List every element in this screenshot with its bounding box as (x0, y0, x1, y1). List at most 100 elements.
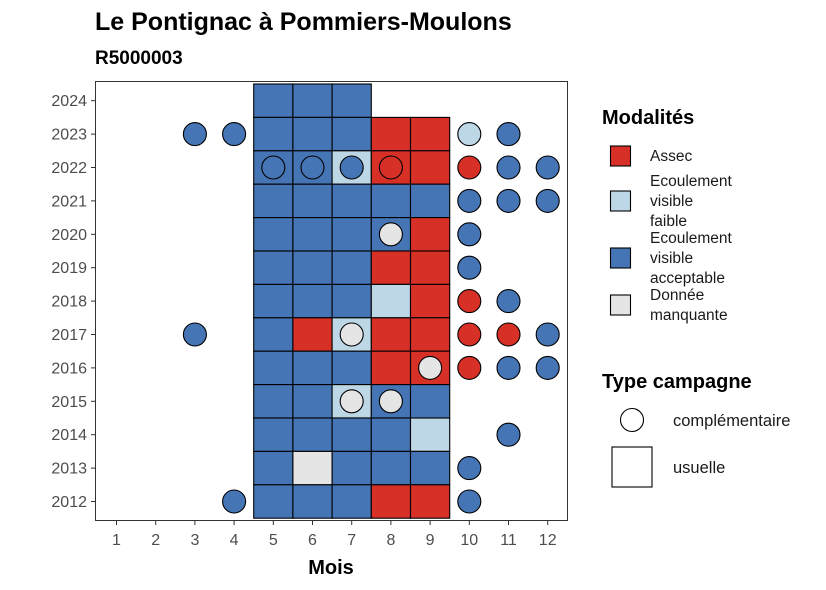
y-tick-label: 2015 (51, 394, 87, 411)
tile-usuelle (409, 417, 451, 452)
point-complementaire (378, 389, 403, 414)
tile-usuelle (253, 116, 294, 152)
point-complementaire (535, 355, 560, 380)
tile-usuelle (370, 116, 412, 152)
tile-usuelle (331, 83, 372, 118)
x-tick-label: 6 (308, 532, 317, 549)
point-complementaire (222, 489, 247, 514)
point-complementaire (496, 155, 521, 180)
tile-usuelle (331, 116, 372, 152)
x-axis-title: Mois (308, 557, 354, 579)
tile-usuelle (370, 317, 412, 352)
point-complementaire (496, 122, 521, 147)
tile-usuelle (409, 250, 451, 285)
tile-usuelle (370, 183, 412, 219)
point-complementaire (457, 289, 482, 314)
tile-usuelle (253, 83, 294, 118)
legend-key-faible (609, 190, 632, 212)
legend-label-manquante: Donnée manquante (650, 287, 728, 324)
tile-usuelle (370, 484, 412, 519)
y-tick-label: 2014 (51, 427, 87, 444)
tile-usuelle (292, 317, 333, 352)
point-complementaire (457, 122, 482, 147)
x-tick-label: 1 (112, 532, 121, 549)
point-complementaire (300, 155, 325, 180)
y-tick-label: 2018 (51, 294, 87, 311)
legend-label-acceptable: Ecoulement visible acceptable (650, 230, 733, 287)
legend-key-assec (609, 145, 632, 167)
legend-label-usuelle: usuelle (673, 459, 725, 477)
point-complementaire (496, 422, 521, 447)
tile-usuelle (331, 417, 372, 452)
point-complementaire (457, 489, 482, 514)
point-complementaire (182, 122, 207, 147)
points-layer (182, 122, 560, 514)
y-tick-label: 2019 (51, 260, 87, 277)
point-complementaire (457, 355, 482, 380)
tile-usuelle (292, 484, 333, 519)
point-complementaire (339, 155, 364, 180)
tile-usuelle (331, 283, 372, 319)
y-tick-label: 2022 (51, 160, 87, 177)
point-complementaire (496, 188, 521, 213)
point-complementaire (457, 222, 482, 247)
y-tick-label: 2016 (51, 360, 87, 377)
point-complementaire (222, 122, 247, 147)
tile-usuelle (331, 217, 372, 252)
point-complementaire (535, 188, 560, 213)
point-complementaire (535, 322, 560, 347)
x-tick-label: 4 (230, 532, 239, 549)
y-tick-label: 2021 (51, 193, 87, 210)
point-complementaire (339, 389, 364, 414)
tile-usuelle (253, 350, 294, 386)
legend-campagne: Type campagne complémentaire usuelle (602, 371, 790, 488)
legend-modalites: Modalités Assec Ecoulement visible faibleEc… (602, 107, 733, 324)
y-tick-label: 2020 (51, 227, 87, 244)
tile-usuelle (292, 250, 333, 285)
tile-usuelle (253, 484, 294, 519)
legend-key-manquante (609, 294, 632, 316)
point-complementaire (457, 155, 482, 180)
tile-usuelle (331, 350, 372, 386)
x-tick-label: 3 (190, 532, 199, 549)
y-tick-label: 2013 (51, 461, 87, 478)
y-axis: 2012 2013 2014 2015 2016 2017 2018 2019 2020 2021… (51, 93, 96, 511)
tile-usuelle (331, 484, 372, 519)
legend-modalites-title: Modalités (602, 107, 694, 129)
x-tick-label: 12 (539, 532, 557, 549)
tile-usuelle (409, 450, 451, 486)
tile-usuelle (292, 384, 333, 419)
tile-usuelle (370, 283, 412, 319)
tile-usuelle (292, 283, 333, 319)
tile-usuelle (370, 350, 412, 386)
tile-usuelle (331, 183, 372, 219)
point-complementaire (457, 188, 482, 213)
y-tick-label: 2012 (51, 494, 87, 511)
point-complementaire (496, 355, 521, 380)
x-axis: 1 2 3 4 5 6 7 8 9 10 11 12 (112, 520, 557, 549)
tile-usuelle (409, 384, 451, 419)
tile-usuelle (253, 283, 294, 319)
point-complementaire (496, 289, 521, 314)
x-tick-label: 7 (347, 532, 356, 549)
tile-usuelle (292, 417, 333, 452)
legend-label-assec: Assec (650, 148, 692, 165)
legend-label-faible: Ecoulement visible faible (650, 173, 733, 230)
tile-usuelle (292, 116, 333, 152)
x-tick-label: 9 (426, 532, 435, 549)
x-tick-label: 2 (151, 532, 160, 549)
point-complementaire (457, 255, 482, 280)
x-tick-label: 11 (500, 532, 517, 549)
tile-usuelle (409, 116, 451, 152)
tile-usuelle (409, 183, 451, 219)
tile-usuelle (409, 283, 451, 319)
y-tick-label: 2023 (51, 127, 87, 144)
y-tick-label: 2017 (51, 327, 87, 344)
tile-usuelle (253, 217, 294, 252)
tile-usuelle (253, 417, 294, 452)
x-tick-label: 5 (269, 532, 278, 549)
tiles-layer (253, 83, 451, 519)
tile-usuelle (331, 450, 372, 486)
legend-campagne-title: Type campagne (602, 371, 752, 393)
